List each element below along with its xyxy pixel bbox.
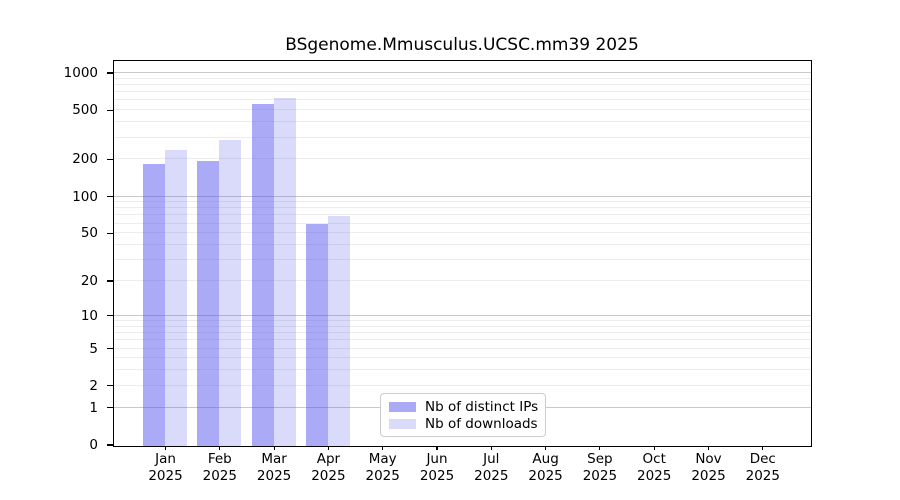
legend-label-downloads: Nb of downloads [425, 415, 538, 432]
gridline-700 [113, 91, 811, 93]
y-tick-label-5: 5 [89, 340, 98, 357]
gridline-300 [113, 136, 811, 138]
y-tick-mark-500 [107, 109, 113, 111]
x-tick-mark-aug [545, 446, 547, 450]
gridline-100 [113, 195, 811, 197]
x-tick-mark-mar [273, 446, 275, 450]
y-tick-mark-200 [107, 158, 113, 161]
x-tick-label-nov: Nov 2025 [691, 451, 726, 484]
x-tick-label-apr: Apr 2025 [311, 451, 346, 484]
y-tick-label-20: 20 [80, 273, 98, 290]
x-tick-mark-nov [707, 446, 710, 450]
y-tick-label-1: 1 [89, 399, 98, 416]
gridline-900 [113, 77, 811, 79]
legend-swatch-downloads [389, 418, 416, 429]
y-tick-label-500: 500 [72, 102, 98, 119]
x-tick-label-jul: Jul 2025 [474, 451, 509, 484]
y-tick-mark-0 [107, 444, 113, 446]
gridline-500 [113, 109, 811, 111]
x-tick-label-oct: Oct 2025 [637, 451, 672, 484]
gridline-30 [113, 259, 811, 261]
gridline-2 [113, 384, 811, 386]
y-tick-label-10: 10 [80, 307, 98, 324]
bar-nb-of-downloads-mar [273, 97, 296, 446]
gridline-800 [113, 84, 811, 85]
chart-title: BSgenome.Mmusculus.UCSC.mm39 2025 [285, 35, 639, 55]
legend-item-distinct-ips: Nb of distinct IPs [389, 398, 539, 415]
y-tick-mark-20 [107, 280, 113, 282]
x-tick-mark-oct [653, 446, 655, 450]
y-tick-label-50: 50 [80, 225, 98, 242]
y-tick-mark-1 [107, 407, 113, 409]
gridline-600 [113, 99, 811, 101]
x-tick-label-sep: Sep 2025 [582, 451, 618, 484]
x-tick-label-mar: Mar 2025 [256, 451, 292, 484]
x-tick-mark-dec [762, 446, 764, 450]
gridline-40 [113, 244, 811, 246]
x-tick-label-may: May 2025 [365, 451, 400, 484]
gridline-90 [113, 201, 811, 203]
y-tick-mark-2 [107, 385, 113, 387]
x-tick-label-aug: Aug 2025 [528, 451, 563, 484]
gridline-8 [113, 325, 811, 327]
bar-nb-of-downloads-feb [219, 140, 242, 446]
x-tick-mark-feb [219, 446, 221, 450]
y-tick-mark-10 [107, 315, 113, 317]
gridline-5 [113, 347, 811, 349]
legend-label-distinct-ips: Nb of distinct IPs [425, 398, 539, 415]
bar-nb-of-downloads-jan [165, 150, 187, 446]
gridline-4 [113, 357, 811, 359]
y-tick-label-200: 200 [72, 151, 98, 168]
gridline-50 [113, 232, 811, 234]
x-tick-label-feb: Feb 2025 [202, 451, 237, 484]
y-tick-label-0: 0 [89, 437, 98, 453]
y-tick-label-1000: 1000 [63, 65, 98, 81]
bar-nb-of-distinct-ips-jan [143, 164, 165, 446]
x-tick-label-dec: Dec 2025 [745, 451, 780, 484]
bar-nb-of-distinct-ips-apr [305, 224, 328, 446]
bar-nb-of-distinct-ips-mar [251, 103, 274, 446]
y-tick-label-2: 2 [89, 377, 98, 394]
gridline-200 [113, 158, 811, 160]
y-tick-mark-50 [107, 232, 113, 234]
legend: Nb of distinct IPs Nb of downloads [380, 393, 546, 437]
gridline-3 [113, 369, 811, 371]
gridline-10 [113, 314, 811, 316]
gridline-80 [113, 207, 811, 209]
gridline-400 [113, 121, 811, 123]
gridline-20 [113, 280, 811, 282]
gridline-60 [113, 222, 811, 224]
legend-swatch-distinct-ips [389, 401, 416, 412]
x-tick-mark-jul [490, 446, 492, 450]
gridline-70 [113, 214, 811, 216]
x-tick-label-jan: Jan 2025 [148, 451, 183, 484]
y-tick-label-100: 100 [72, 188, 98, 205]
x-tick-mark-may [382, 446, 384, 450]
x-tick-mark-sep [599, 446, 601, 450]
gridline-7 [113, 332, 811, 334]
x-tick-mark-jan [164, 446, 167, 450]
x-tick-label-jun: Jun 2025 [419, 451, 455, 484]
y-tick-mark-100 [107, 195, 113, 198]
legend-item-downloads: Nb of downloads [389, 415, 538, 432]
y-tick-mark-1000 [107, 72, 113, 74]
plot-area [112, 59, 812, 447]
bar-nb-of-distinct-ips-feb [197, 161, 220, 446]
x-tick-mark-apr [327, 446, 329, 450]
gridline-6 [113, 339, 811, 341]
gridline-1000 [113, 72, 811, 73]
y-tick-mark-5 [107, 347, 113, 350]
bar-nb-of-downloads-apr [327, 216, 350, 446]
gridline-9 [113, 320, 811, 322]
x-tick-mark-jun [436, 446, 438, 450]
